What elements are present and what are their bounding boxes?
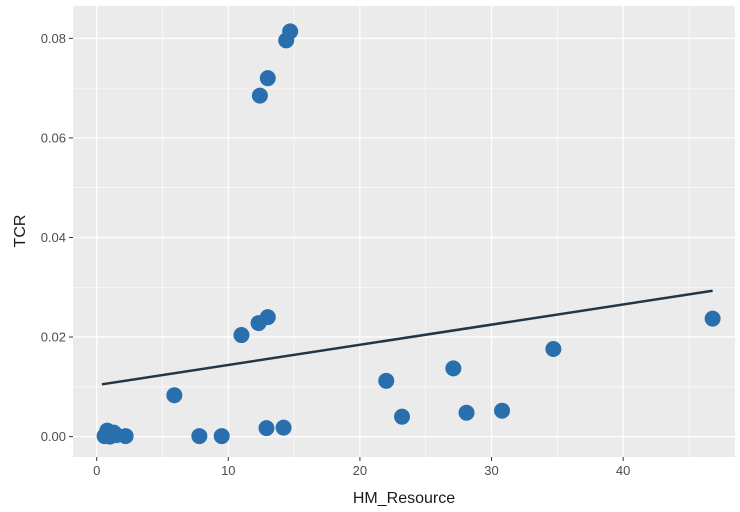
grid-major — [73, 6, 735, 457]
x-axis: 0 10 20 30 40 — [93, 457, 630, 478]
y-tick-label: 0.02 — [41, 330, 66, 345]
data-point — [191, 428, 208, 445]
data-point — [545, 340, 562, 357]
data-point — [378, 372, 395, 389]
y-tick-label: 0.00 — [41, 429, 66, 444]
data-point — [117, 428, 134, 445]
data-point — [258, 420, 275, 437]
y-tick-label: 0.06 — [41, 130, 66, 145]
data-point — [275, 419, 292, 436]
data-point — [251, 87, 268, 104]
data-point — [259, 70, 276, 87]
x-tick-label: 10 — [221, 463, 235, 478]
data-point — [166, 387, 183, 404]
x-axis-title: HM_Resource — [353, 490, 455, 507]
x-tick-label: 30 — [484, 463, 498, 478]
data-point — [259, 309, 276, 326]
y-axis-title: TCR — [12, 215, 29, 248]
data-points — [96, 23, 721, 445]
data-point — [458, 404, 475, 421]
data-point — [213, 428, 230, 445]
data-point — [233, 327, 250, 344]
x-tick-label: 20 — [353, 463, 367, 478]
x-tick-label: 40 — [616, 463, 630, 478]
data-point — [494, 402, 511, 419]
x-tick-label: 0 — [93, 463, 100, 478]
y-tick-label: 0.04 — [41, 230, 66, 245]
trend-line — [101, 289, 713, 386]
grid-minor — [73, 6, 735, 457]
y-tick-label: 0.08 — [41, 31, 66, 46]
data-point — [282, 23, 299, 40]
data-point — [394, 408, 411, 425]
data-point — [445, 360, 462, 377]
data-point — [704, 310, 721, 327]
y-axis: 0.00 0.02 0.04 0.06 0.08 — [41, 31, 73, 444]
plot-panel — [73, 6, 735, 457]
